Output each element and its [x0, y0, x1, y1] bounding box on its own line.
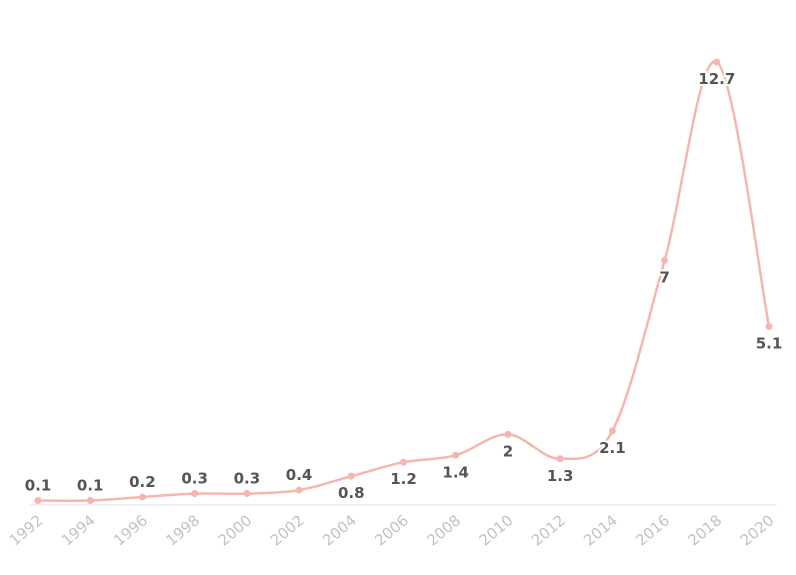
data-point-2010 — [504, 430, 512, 438]
data-point-2006 — [400, 458, 407, 466]
data-point-1996 — [138, 493, 146, 501]
data-point-2018 — [713, 58, 721, 66]
x-tick-label-1992: 1992 — [6, 511, 47, 549]
data-point-2020 — [765, 323, 773, 331]
data-label-1992: 0.1 — [25, 477, 52, 495]
data-label-2016: 7 — [659, 268, 669, 286]
data-point-1992 — [34, 497, 42, 505]
x-tick-label-1994: 1994 — [58, 511, 99, 549]
data-points — [34, 58, 773, 505]
x-tick-label-2010: 2010 — [476, 511, 517, 549]
x-tick-label-2002: 2002 — [267, 511, 308, 549]
data-label-2008: 1.4 — [442, 463, 469, 481]
data-label-2006: 1.2 — [390, 470, 417, 488]
x-tick-label-1998: 1998 — [162, 511, 203, 549]
data-point-1998 — [191, 490, 199, 498]
data-label-2020: 5.1 — [756, 335, 783, 353]
data-point-2014 — [608, 427, 616, 435]
data-label-1998: 0.3 — [181, 470, 208, 488]
data-point-2004 — [347, 472, 355, 480]
data-label-2010: 2 — [503, 442, 513, 460]
data-label-2018: 12.7 — [698, 70, 735, 88]
data-point-2002 — [295, 486, 303, 494]
x-tick-label-2012: 2012 — [528, 511, 569, 549]
data-label-2014: 2.1 — [599, 439, 626, 457]
data-labels: 0.1 0.1 0.2 0.3 0.3 0.4 0.8 1.2 1.4 2 1.3 2.1 7 12.7 5… — [23, 68, 785, 504]
x-tick-labels: 1992 1994 1996 1998 2000 2002 2004 2006 2008 2010… — [6, 511, 778, 549]
x-tick-label-2016: 2016 — [632, 511, 673, 549]
data-point-2008 — [452, 451, 460, 459]
data-label-1994: 0.1 — [77, 477, 104, 495]
data-point-2012 — [556, 455, 564, 463]
x-tick-label-2020: 2020 — [737, 511, 778, 549]
x-tick-label-2014: 2014 — [580, 511, 621, 549]
x-tick-label-2000: 2000 — [215, 511, 256, 549]
x-tick-label-2004: 2004 — [319, 511, 360, 549]
data-label-1996: 0.2 — [129, 473, 156, 491]
data-point-2016 — [661, 256, 669, 264]
data-label-2004: 0.8 — [338, 484, 365, 502]
series-line — [36, 60, 771, 503]
data-label-2012: 1.3 — [547, 467, 574, 485]
data-point-1994 — [86, 497, 94, 505]
x-tick-label-2006: 2006 — [371, 511, 412, 549]
x-tick-label-2018: 2018 — [685, 511, 726, 549]
x-tick-label-2008: 2008 — [423, 511, 464, 549]
data-label-2002: 0.4 — [286, 466, 313, 484]
data-point-2000 — [243, 490, 251, 498]
x-tick-label-1996: 1996 — [110, 511, 151, 549]
data-label-2000: 0.3 — [234, 470, 261, 488]
